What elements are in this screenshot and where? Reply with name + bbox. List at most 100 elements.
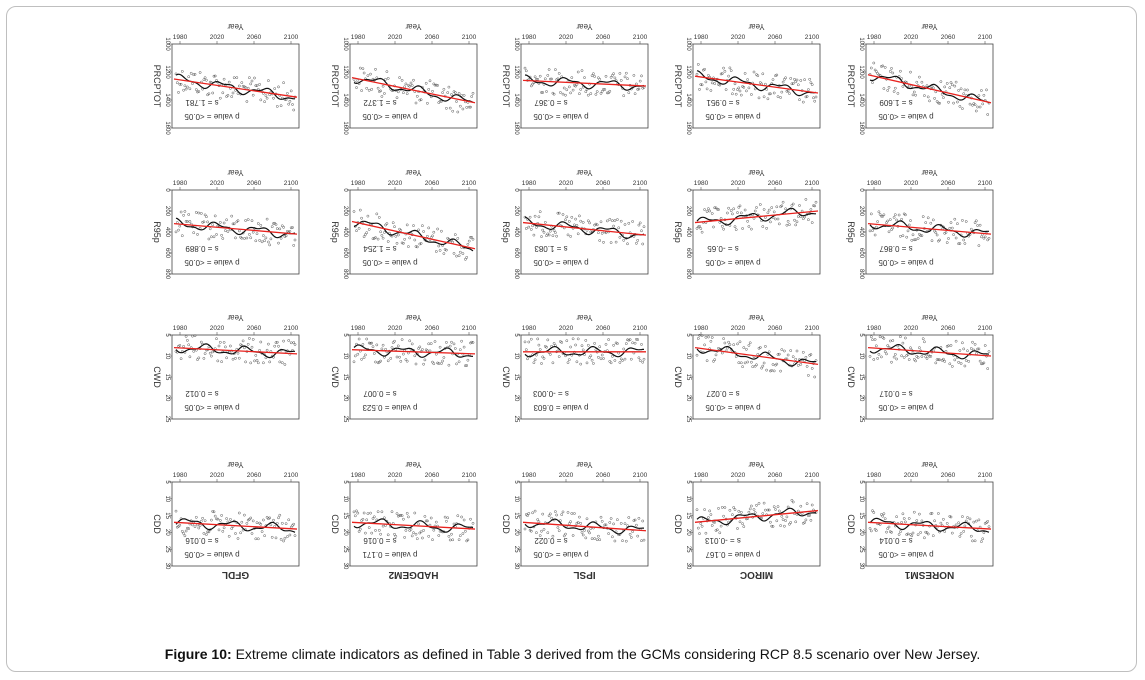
x-tick-label: 2060 [941, 325, 956, 332]
data-point [715, 207, 719, 211]
data-point [923, 536, 926, 540]
data-point [805, 365, 809, 368]
data-point [605, 91, 609, 95]
y-tick-label: 0 [342, 188, 348, 192]
data-point [958, 349, 962, 352]
data-point [213, 214, 217, 218]
data-point [796, 215, 800, 218]
data-point [265, 515, 269, 519]
data-point [764, 345, 767, 348]
data-point [794, 80, 798, 84]
data-point [607, 532, 610, 535]
y-tick-label: 200 [164, 206, 170, 217]
data-point [211, 510, 215, 513]
data-point [877, 73, 881, 77]
data-point [431, 234, 434, 238]
data-point [886, 344, 890, 347]
data-point [287, 518, 291, 522]
y-tick-label: 1000 [858, 37, 864, 51]
data-point [381, 236, 385, 240]
data-point [400, 514, 404, 517]
data-point [810, 367, 814, 370]
slope-label: s = 0.867 [879, 244, 913, 253]
data-point [897, 213, 901, 217]
data-point [718, 83, 722, 87]
data-point [457, 92, 461, 95]
data-point [183, 84, 187, 88]
data-point [872, 61, 876, 65]
model-label: GFDL [222, 569, 249, 580]
data-point [731, 212, 734, 216]
data-point [890, 67, 893, 70]
y-axis-title: CWD [673, 366, 683, 388]
data-point [554, 231, 557, 234]
data-point [986, 238, 990, 242]
data-point [366, 214, 370, 218]
x-axis-title: Year [576, 460, 593, 469]
smooth-line [353, 77, 474, 103]
data-point [446, 516, 450, 520]
data-point [231, 91, 235, 95]
data-point [189, 71, 193, 75]
slope-label: s = -0.013 [705, 536, 741, 545]
data-point [433, 340, 437, 343]
data-point [954, 339, 958, 343]
data-point [288, 533, 292, 537]
data-point [618, 72, 622, 75]
data-point [293, 534, 297, 537]
data-point [576, 521, 580, 524]
y-tick-label: 25 [342, 546, 348, 553]
data-point [767, 208, 771, 212]
data-point [868, 229, 872, 233]
data-point [567, 358, 571, 362]
data-point [795, 78, 799, 82]
data-point [566, 511, 570, 514]
data-point [598, 538, 602, 542]
data-point [623, 357, 627, 361]
data-point [918, 512, 921, 516]
y-tick-label: 1000 [685, 37, 691, 51]
data-point [775, 519, 779, 523]
data-point [976, 347, 979, 351]
trend-line [867, 346, 992, 357]
data-point [874, 225, 878, 229]
data-point [184, 219, 188, 223]
data-point [801, 100, 805, 104]
data-point [194, 211, 198, 214]
data-point [786, 353, 790, 357]
data-point [961, 341, 964, 345]
data-point [983, 344, 987, 347]
data-point [876, 72, 879, 75]
data-point [807, 88, 810, 91]
data-point [750, 227, 753, 231]
data-point [708, 209, 712, 213]
panel-prcptot-noresm1: 1980 2020 2060 2100Year1000120014001600PRCP… [846, 22, 994, 135]
data-point [262, 234, 265, 237]
data-point [608, 217, 612, 221]
data-point [789, 521, 793, 524]
x-tick-label: 1980 [351, 180, 366, 187]
data-point [198, 71, 202, 74]
data-point [904, 336, 907, 340]
y-tick-label: 1200 [164, 65, 170, 79]
data-point [265, 96, 269, 100]
data-point [376, 510, 380, 514]
data-point [253, 359, 256, 363]
data-point [526, 514, 529, 517]
data-point [696, 337, 700, 340]
data-point [551, 361, 555, 365]
x-tick-label: 2060 [247, 180, 262, 187]
data-point [925, 84, 929, 88]
data-point [365, 518, 369, 522]
y-tick-label: 25 [685, 546, 691, 553]
data-point [729, 209, 733, 212]
data-point [966, 349, 969, 353]
data-point [179, 357, 183, 361]
data-point [904, 520, 907, 524]
data-point [543, 221, 547, 224]
trend-line [694, 509, 819, 523]
data-point [455, 100, 458, 103]
data-point [396, 233, 400, 237]
data-point [265, 348, 269, 352]
